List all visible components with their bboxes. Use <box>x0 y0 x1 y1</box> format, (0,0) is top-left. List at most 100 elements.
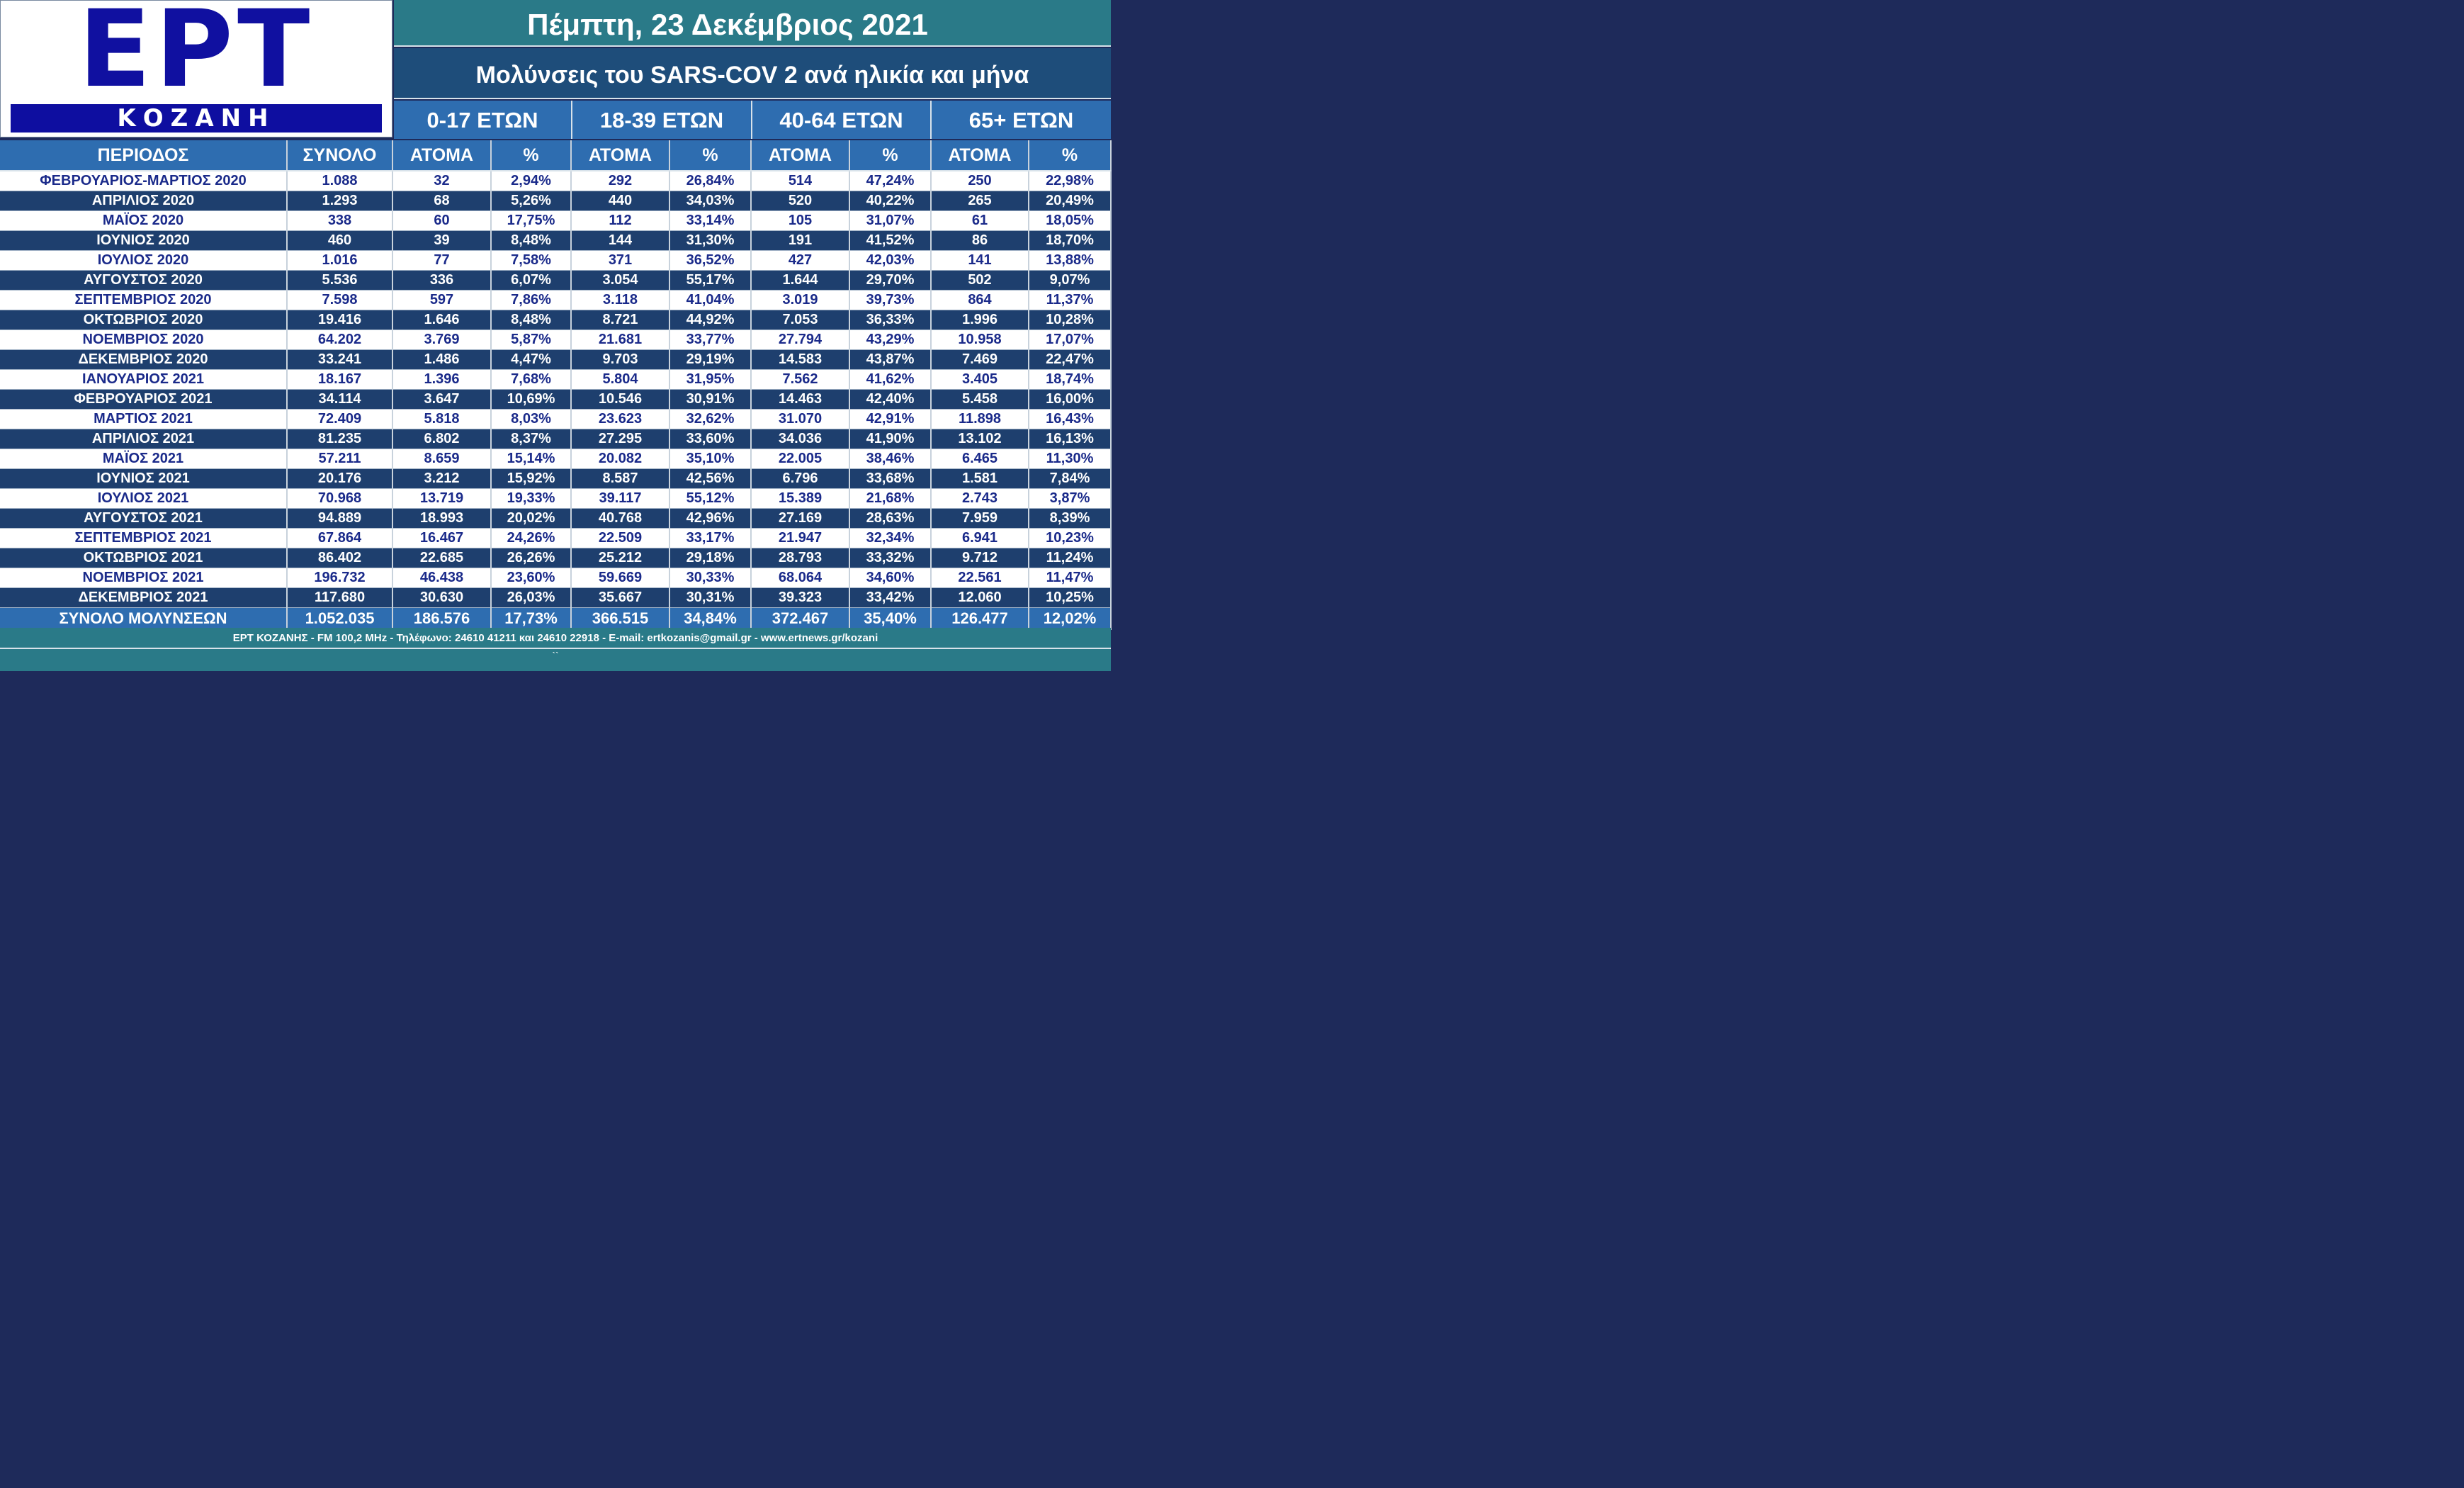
total-value-cell: 34,84% <box>669 607 752 630</box>
total-row: ΣΥΝΟΛΟ ΜΟΛΥΝΣΕΩΝ 1.052.035 186.576 17,73% 36… <box>0 607 1112 630</box>
value-cell: 427 <box>751 250 850 271</box>
table-row: ΔΕΚΕΜΒΡΙΟΣ 2021 117.680 30.630 26,03% 35.667… <box>0 587 1112 608</box>
value-cell: 43,87% <box>849 349 932 370</box>
value-cell: 33.241 <box>287 349 393 370</box>
value-cell: 43,29% <box>849 329 932 350</box>
value-cell: 30,33% <box>669 568 752 588</box>
value-cell: 1.646 <box>392 310 492 330</box>
value-cell: 10,25% <box>1029 587 1112 608</box>
column-header-row: ΠΕΡΙΟΔΟΣ ΣΥΝΟΛΟ ΑΤΟΜΑ% ΑΤΟΜΑ% ΑΤΟΜΑ% ΑΤΟΜΑ% <box>0 140 1112 171</box>
value-cell: 20.176 <box>287 468 393 489</box>
value-cell: 18,05% <box>1029 210 1112 231</box>
value-cell: 8,48% <box>491 310 572 330</box>
value-cell: 41,52% <box>849 230 932 251</box>
value-cell: 5.458 <box>931 389 1029 410</box>
value-cell: 81.235 <box>287 429 393 449</box>
value-cell: 460 <box>287 230 393 251</box>
value-cell: 117.680 <box>287 587 393 608</box>
value-cell: 27.794 <box>751 329 850 350</box>
value-cell: 28.793 <box>751 548 850 568</box>
value-cell: 7.562 <box>751 369 850 390</box>
value-cell: 35.667 <box>571 587 670 608</box>
value-cell: 42,96% <box>669 508 752 529</box>
column-header: ΑΤΟΜΑ <box>392 140 492 171</box>
value-cell: 196.732 <box>287 568 393 588</box>
value-cell: 12.060 <box>931 587 1029 608</box>
ert-logo: ΕΡΤ ΚΟΖΑΝΗ <box>0 0 392 137</box>
value-cell: 1.088 <box>287 171 393 191</box>
period-cell: ΙΟΥΛΙΟΣ 2020 <box>0 250 288 271</box>
period-cell: ΣΕΠΤΕΜΒΡΙΟΣ 2020 <box>0 290 288 310</box>
value-cell: 10,23% <box>1029 528 1112 548</box>
table-row: ΝΟΕΜΒΡΙΟΣ 2020 64.202 3.769 5,87% 21.681 33,7… <box>0 329 1112 350</box>
value-cell: 597 <box>392 290 492 310</box>
table-row: ΜΑΪΟΣ 2021 57.211 8.659 15,14% 20.082 35,10% 2… <box>0 449 1112 469</box>
total-value-cell: 372.467 <box>751 607 850 630</box>
value-cell: 33,42% <box>849 587 932 608</box>
value-cell: 31,07% <box>849 210 932 231</box>
value-cell: 250 <box>931 171 1029 191</box>
value-cell: 77 <box>392 250 492 271</box>
table-row: ΙΟΥΛΙΟΣ 2021 70.968 13.719 19,33% 39.117 55,1… <box>0 488 1112 509</box>
period-cell: ΑΥΓΟΥΣΤΟΣ 2021 <box>0 508 288 529</box>
value-cell: 371 <box>571 250 670 271</box>
value-cell: 33,17% <box>669 528 752 548</box>
date-title: Πέμπτη, 23 Δεκέμβριος 2021 <box>394 0 1111 47</box>
value-cell: 18,74% <box>1029 369 1112 390</box>
value-cell: 7.598 <box>287 290 393 310</box>
value-cell: 7,58% <box>491 250 572 271</box>
value-cell: 21.681 <box>571 329 670 350</box>
value-cell: 27.295 <box>571 429 670 449</box>
period-cell: ΙΟΥΛΙΟΣ 2021 <box>0 488 288 509</box>
column-header: % <box>491 140 572 171</box>
value-cell: 22.561 <box>931 568 1029 588</box>
value-cell: 15,92% <box>491 468 572 489</box>
value-cell: 86.402 <box>287 548 393 568</box>
value-cell: 11.898 <box>931 409 1029 429</box>
value-cell: 21,68% <box>849 488 932 509</box>
period-cell: ΦΕΒΡΟΥΑΡΙΟΣ-ΜΑΡΤΙΟΣ 2020 <box>0 171 288 191</box>
value-cell: 514 <box>751 171 850 191</box>
value-cell: 11,30% <box>1029 449 1112 469</box>
value-cell: 1.293 <box>287 191 393 211</box>
period-cell: ΝΟΕΜΒΡΙΟΣ 2021 <box>0 568 288 588</box>
age-group-0-17-header: 0-17 ΕΤΩΝ <box>394 101 572 139</box>
value-cell: 5,87% <box>491 329 572 350</box>
value-cell: 9.712 <box>931 548 1029 568</box>
value-cell: 33,68% <box>849 468 932 489</box>
table-subtitle: Μολύνσεις του SARS-COV 2 ανά ηλικία και … <box>394 48 1111 99</box>
value-cell: 60 <box>392 210 492 231</box>
value-cell: 55,17% <box>669 270 752 291</box>
value-cell: 502 <box>931 270 1029 291</box>
value-cell: 7,86% <box>491 290 572 310</box>
column-header: ΠΕΡΙΟΔΟΣ <box>0 140 288 171</box>
value-cell: 6,07% <box>491 270 572 291</box>
value-cell: 28,63% <box>849 508 932 529</box>
value-cell: 31,30% <box>669 230 752 251</box>
value-cell: 29,18% <box>669 548 752 568</box>
value-cell: 5,26% <box>491 191 572 211</box>
value-cell: 1.644 <box>751 270 850 291</box>
value-cell: 3.212 <box>392 468 492 489</box>
total-value-cell: 1.052.035 <box>287 607 393 630</box>
value-cell: 26,03% <box>491 587 572 608</box>
value-cell: 42,40% <box>849 389 932 410</box>
period-cell: ΦΕΒΡΟΥΑΡΙΟΣ 2021 <box>0 389 288 410</box>
age-group-65-plus-header: 65+ ΕΤΩΝ <box>932 101 1111 139</box>
total-value-cell: 17,73% <box>491 607 572 630</box>
value-cell: 44,92% <box>669 310 752 330</box>
value-cell: 46.438 <box>392 568 492 588</box>
value-cell: 86 <box>931 230 1029 251</box>
column-header: ΑΤΟΜΑ <box>931 140 1029 171</box>
value-cell: 7.469 <box>931 349 1029 370</box>
value-cell: 5.804 <box>571 369 670 390</box>
period-cell: ΣΕΠΤΕΜΒΡΙΟΣ 2021 <box>0 528 288 548</box>
logo-ert-text: ΕΡΤ <box>78 2 315 97</box>
value-cell: 1.996 <box>931 310 1029 330</box>
total-value-cell: 35,40% <box>849 607 932 630</box>
value-cell: 22,98% <box>1029 171 1112 191</box>
value-cell: 20,49% <box>1029 191 1112 211</box>
value-cell: 292 <box>571 171 670 191</box>
value-cell: 34,03% <box>669 191 752 211</box>
period-cell: ΔΕΚΕΜΒΡΙΟΣ 2020 <box>0 349 288 370</box>
